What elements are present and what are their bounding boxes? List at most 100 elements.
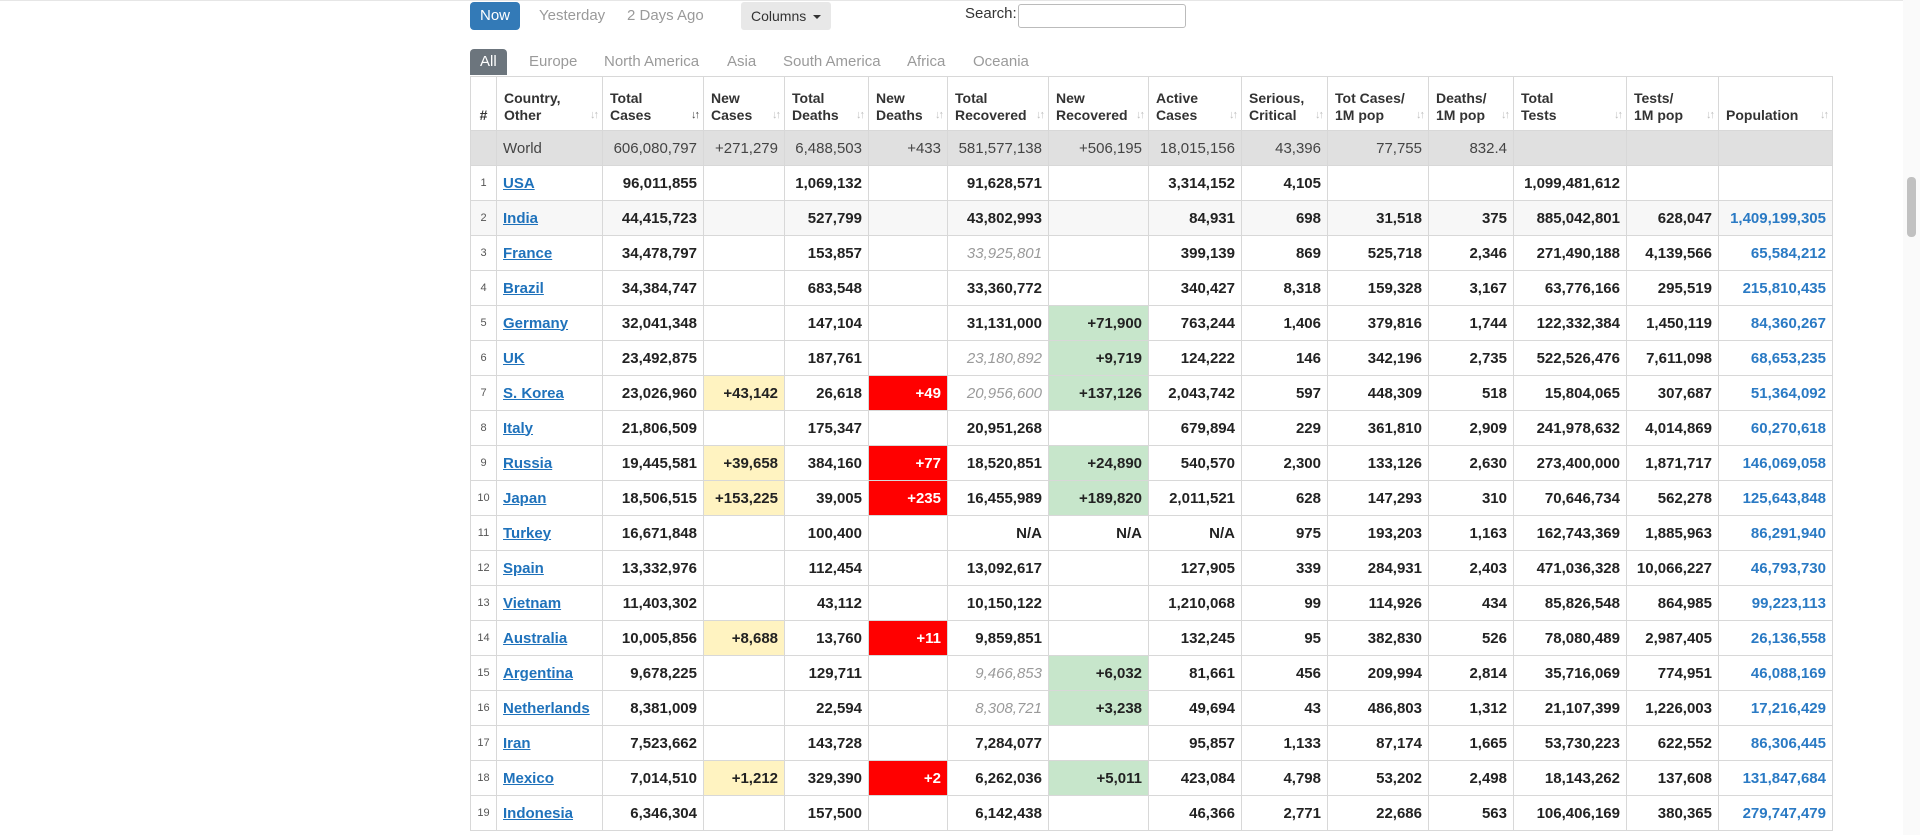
header-new-cases[interactable]: New Cases ↓↑ [703, 76, 785, 131]
country-link[interactable]: Turkey [503, 524, 552, 542]
sort-icon[interactable]: ↓↑ [1229, 109, 1238, 121]
country-link[interactable]: S. Korea [503, 384, 564, 402]
table-header-row: # Country, Other ↓↑ Total Cases ↓↑ New Cases ↓↑ To… [470, 76, 1833, 131]
sort-icon[interactable]: ↓↑ [1136, 109, 1145, 121]
cell-tests-per-m: 4,139,566 [1626, 235, 1719, 271]
search-input[interactable] [1018, 4, 1186, 28]
country-link[interactable]: Brazil [503, 279, 544, 297]
country-link[interactable]: Iran [503, 734, 531, 752]
cell-total-cases: 96,011,855 [602, 165, 704, 201]
country-link[interactable]: Japan [503, 489, 547, 507]
table-row: 15 Argentina 9,678,225 129,711 9,466,853 +6,0… [470, 655, 1833, 691]
country-link[interactable]: France [503, 244, 553, 262]
tab-south-america[interactable]: South America [783, 53, 881, 70]
sort-icon[interactable]: ↓↑ [1706, 109, 1715, 121]
cell-new-deaths [868, 200, 948, 236]
sort-icon[interactable]: ↓↑ [590, 109, 599, 121]
cell-tests-per-m: 380,365 [1626, 795, 1719, 831]
sort-icon[interactable]: ↓↑ [772, 109, 781, 121]
country-link[interactable]: USA [503, 174, 535, 192]
cell-serious: 1,133 [1241, 725, 1328, 761]
tab-europe[interactable]: Europe [529, 53, 578, 70]
sort-icon[interactable]: ↓↑ [1820, 109, 1829, 121]
sort-icon[interactable]: ↓↑ [1614, 109, 1623, 121]
cell-cases-per-m: 147,293 [1327, 480, 1429, 516]
country-link[interactable]: Mexico [503, 769, 554, 787]
header-tests-per-million[interactable]: Tests/1M pop ↓↑ [1626, 76, 1719, 131]
country-cell: UK [496, 340, 603, 376]
sort-icon[interactable]: ↓↑ [1036, 109, 1045, 121]
country-cell: Argentina [496, 655, 603, 691]
country-link[interactable]: India [503, 209, 539, 227]
country-cell: Spain [496, 550, 603, 586]
cell-population: 131,847,684 [1718, 760, 1833, 796]
sort-icon[interactable]: ↓↑ [1501, 109, 1510, 121]
header-population[interactable]: Population ↓↑ [1718, 76, 1833, 131]
cell-new-recovered: +71,900 [1048, 305, 1149, 341]
header-new-recovered[interactable]: New Recovered ↓↑ [1048, 76, 1149, 131]
cell-population: 125,643,848 [1718, 480, 1833, 516]
sort-icon[interactable]: ↓↑ [691, 109, 700, 121]
cell-total-cases: 7,523,662 [602, 725, 704, 761]
tab-asia[interactable]: Asia [727, 53, 757, 70]
cell-tests-per-m: 137,608 [1626, 760, 1719, 796]
cell-total-deaths: 1,069,132 [784, 165, 869, 201]
country-link[interactable]: Netherlands [503, 699, 590, 717]
header-total-deaths[interactable]: Total Deaths ↓↑ [784, 76, 869, 131]
country-link[interactable]: Indonesia [503, 804, 574, 822]
country-link[interactable]: Argentina [503, 664, 574, 682]
two-days-ago-button[interactable]: 2 Days Ago [627, 7, 704, 24]
cell-new-deaths [868, 655, 948, 691]
header-serious-critical[interactable]: Serious, Critical ↓↑ [1241, 76, 1328, 131]
sort-icon[interactable]: ↓↑ [856, 109, 865, 121]
header-total-recovered[interactable]: Total Recovered ↓↑ [947, 76, 1049, 131]
country-link[interactable]: Russia [503, 454, 553, 472]
cell-cases-per-m: 361,810 [1327, 410, 1429, 446]
cell-new-recovered: +9,719 [1048, 340, 1149, 376]
header-label-line2: Deaths [792, 107, 839, 123]
tab-oceania[interactable]: Oceania [973, 53, 1029, 70]
yesterday-button[interactable]: Yesterday [539, 7, 606, 24]
header-country[interactable]: Country, Other ↓↑ [496, 76, 603, 131]
cell-total-recovered: 20,951,268 [947, 410, 1049, 446]
tab-north-america[interactable]: North America [604, 53, 700, 70]
header-total-tests[interactable]: Total Tests ↓↑ [1513, 76, 1627, 131]
row-index: 6 [470, 340, 497, 376]
country-link[interactable]: Spain [503, 559, 544, 577]
tab-africa[interactable]: Africa [907, 53, 946, 70]
header-total-cases[interactable]: Total Cases ↓↑ [602, 76, 704, 131]
header-active-cases[interactable]: Active Cases ↓↑ [1148, 76, 1242, 131]
table-row: 8 Italy 21,806,509 175,347 20,951,268 679,894… [470, 410, 1833, 446]
country-link[interactable]: Italy [503, 419, 534, 437]
cell-deaths-per-m: 434 [1428, 585, 1514, 621]
country-link[interactable]: Vietnam [503, 594, 562, 612]
header-cases-per-million[interactable]: Tot Cases/1M pop ↓↑ [1327, 76, 1429, 131]
cell-active: 127,905 [1148, 550, 1242, 586]
sort-icon[interactable]: ↓↑ [1416, 109, 1425, 121]
sort-icon[interactable]: ↓↑ [935, 109, 944, 121]
cell-new-cases [703, 305, 785, 341]
cell-population: 279,747,479 [1718, 795, 1833, 831]
cell-total-cases: 34,478,797 [602, 235, 704, 271]
cell-total-tests: 18,143,262 [1513, 760, 1627, 796]
now-button[interactable]: Now [470, 2, 521, 30]
cell-total-cases: 23,026,960 [602, 375, 704, 411]
cell-cases-per-m: 133,126 [1327, 445, 1429, 481]
header-index[interactable]: # [470, 76, 497, 131]
country-link[interactable]: UK [503, 349, 525, 367]
header-new-deaths[interactable]: New Deaths ↓↑ [868, 76, 948, 131]
header-deaths-per-million[interactable]: Deaths/1M pop ↓↑ [1428, 76, 1514, 131]
columns-dropdown[interactable]: Columns [741, 2, 832, 30]
cell-new-cases [703, 585, 785, 621]
tab-all[interactable]: All [470, 49, 507, 75]
vertical-scrollbar[interactable] [1903, 0, 1920, 835]
cell-population: 46,088,169 [1718, 655, 1833, 691]
cell-total-recovered: 18,520,851 [947, 445, 1049, 481]
sort-icon[interactable]: ↓↑ [1315, 109, 1324, 121]
cell-active: 423,084 [1148, 760, 1242, 796]
cell-serious: 8,318 [1241, 270, 1328, 306]
scrollbar-thumb[interactable] [1907, 177, 1916, 237]
country-link[interactable]: Germany [503, 314, 569, 332]
cell-serious: 869 [1241, 235, 1328, 271]
country-link[interactable]: Australia [503, 629, 568, 647]
